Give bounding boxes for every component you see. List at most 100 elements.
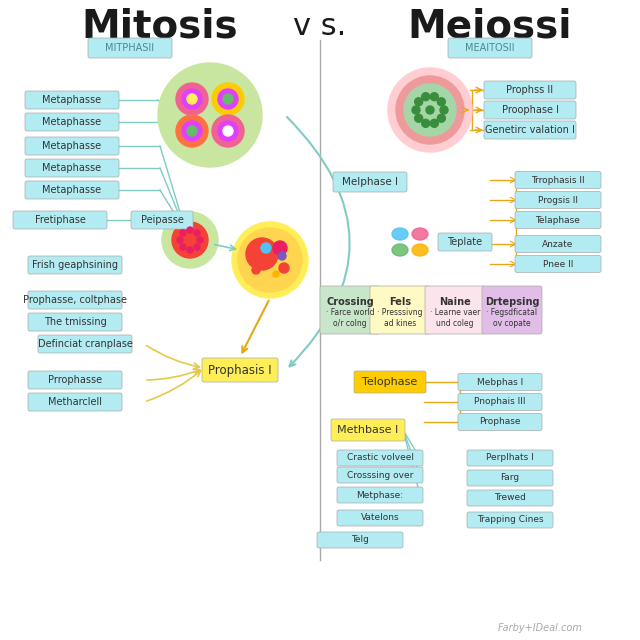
Text: Teplate: Teplate	[447, 237, 483, 247]
Text: Progsis II: Progsis II	[538, 195, 578, 205]
Circle shape	[187, 126, 197, 136]
Text: Definciat cranplase: Definciat cranplase	[38, 339, 132, 349]
FancyBboxPatch shape	[467, 490, 553, 506]
Text: Crastic volveel: Crastic volveel	[346, 454, 413, 463]
Circle shape	[176, 115, 208, 147]
Circle shape	[246, 238, 278, 270]
FancyBboxPatch shape	[317, 532, 403, 548]
Text: Metharclell: Metharclell	[48, 397, 102, 407]
Text: Telaphase: Telaphase	[536, 216, 580, 225]
Text: v s.: v s.	[293, 12, 347, 40]
FancyBboxPatch shape	[354, 371, 426, 393]
FancyBboxPatch shape	[515, 172, 601, 189]
FancyBboxPatch shape	[25, 159, 119, 177]
Text: Telg: Telg	[351, 536, 369, 545]
Circle shape	[177, 237, 183, 243]
Text: Mebphas I: Mebphas I	[477, 378, 523, 387]
Circle shape	[176, 83, 208, 115]
Circle shape	[194, 244, 200, 250]
Circle shape	[437, 98, 445, 106]
Circle shape	[187, 227, 193, 233]
Text: Vatelons: Vatelons	[361, 513, 399, 522]
FancyBboxPatch shape	[484, 101, 576, 119]
FancyBboxPatch shape	[202, 358, 278, 382]
FancyBboxPatch shape	[25, 181, 119, 199]
Text: · Farce world
o/r colng: · Farce world o/r colng	[326, 308, 374, 328]
Text: · Presssivng
ad kines: · Presssivng ad kines	[377, 308, 423, 328]
FancyBboxPatch shape	[515, 191, 601, 209]
Circle shape	[218, 89, 238, 109]
Circle shape	[437, 114, 445, 122]
Text: MEAITOSII: MEAITOSII	[465, 43, 515, 53]
FancyBboxPatch shape	[25, 137, 119, 155]
Circle shape	[252, 266, 260, 274]
FancyBboxPatch shape	[515, 255, 601, 273]
Circle shape	[180, 230, 186, 236]
Text: Pnophais III: Pnophais III	[474, 397, 525, 406]
Text: Farby+IDeal.com: Farby+IDeal.com	[497, 623, 582, 633]
Text: Crossing: Crossing	[326, 297, 374, 307]
Text: The tmissing: The tmissing	[44, 317, 106, 327]
Text: Pnee II: Pnee II	[543, 259, 573, 269]
Circle shape	[426, 106, 434, 114]
Text: Proophase I: Proophase I	[502, 105, 559, 115]
FancyBboxPatch shape	[25, 91, 119, 109]
Text: Crosssing over: Crosssing over	[347, 470, 413, 479]
Circle shape	[440, 106, 448, 114]
Circle shape	[430, 93, 438, 100]
FancyBboxPatch shape	[337, 510, 423, 526]
FancyBboxPatch shape	[337, 487, 423, 503]
Text: Prophasse, coltphase: Prophasse, coltphase	[23, 295, 127, 305]
Text: Metaphasse: Metaphasse	[42, 95, 102, 105]
Text: Trewed: Trewed	[494, 493, 526, 502]
Circle shape	[162, 212, 218, 268]
Circle shape	[430, 119, 438, 127]
Text: Anzate: Anzate	[542, 239, 573, 248]
Text: Meiossi: Meiossi	[408, 7, 572, 45]
Text: Metaphasse: Metaphasse	[42, 163, 102, 173]
Text: Metphase:: Metphase:	[356, 490, 404, 499]
Text: Naine: Naine	[439, 297, 471, 307]
FancyBboxPatch shape	[131, 211, 193, 229]
FancyBboxPatch shape	[320, 286, 380, 334]
Circle shape	[232, 222, 308, 298]
Circle shape	[273, 241, 287, 255]
Circle shape	[194, 230, 200, 236]
FancyBboxPatch shape	[331, 419, 405, 441]
FancyBboxPatch shape	[28, 393, 122, 411]
Text: Metaphasse: Metaphasse	[42, 141, 102, 151]
FancyBboxPatch shape	[25, 113, 119, 131]
FancyBboxPatch shape	[467, 470, 553, 486]
Circle shape	[412, 106, 420, 114]
FancyBboxPatch shape	[515, 236, 601, 253]
FancyBboxPatch shape	[13, 211, 107, 229]
Circle shape	[182, 121, 202, 141]
Text: Prophss II: Prophss II	[506, 85, 554, 95]
Text: Mitosis: Mitosis	[82, 7, 238, 45]
FancyBboxPatch shape	[337, 467, 423, 483]
Text: Fels: Fels	[389, 297, 411, 307]
Circle shape	[212, 83, 244, 115]
Text: Drtepsing: Drtepsing	[484, 297, 540, 307]
Circle shape	[212, 115, 244, 147]
Circle shape	[415, 114, 422, 122]
Text: Methbase I: Methbase I	[337, 425, 399, 435]
FancyBboxPatch shape	[425, 286, 485, 334]
Text: Peipasse: Peipasse	[141, 215, 184, 225]
Circle shape	[396, 76, 464, 144]
FancyBboxPatch shape	[28, 371, 122, 389]
FancyBboxPatch shape	[337, 450, 423, 466]
Circle shape	[218, 121, 238, 141]
Circle shape	[223, 126, 233, 136]
Circle shape	[422, 93, 429, 100]
Text: Trrophasis II: Trrophasis II	[531, 175, 585, 184]
FancyBboxPatch shape	[515, 211, 601, 228]
Ellipse shape	[392, 228, 408, 240]
Circle shape	[180, 244, 186, 250]
Text: Prophase: Prophase	[479, 417, 521, 426]
Ellipse shape	[412, 244, 428, 256]
Circle shape	[273, 271, 279, 277]
Text: Frish geaphsining: Frish geaphsining	[32, 260, 118, 270]
FancyBboxPatch shape	[482, 286, 542, 334]
Text: Telophase: Telophase	[362, 377, 418, 387]
